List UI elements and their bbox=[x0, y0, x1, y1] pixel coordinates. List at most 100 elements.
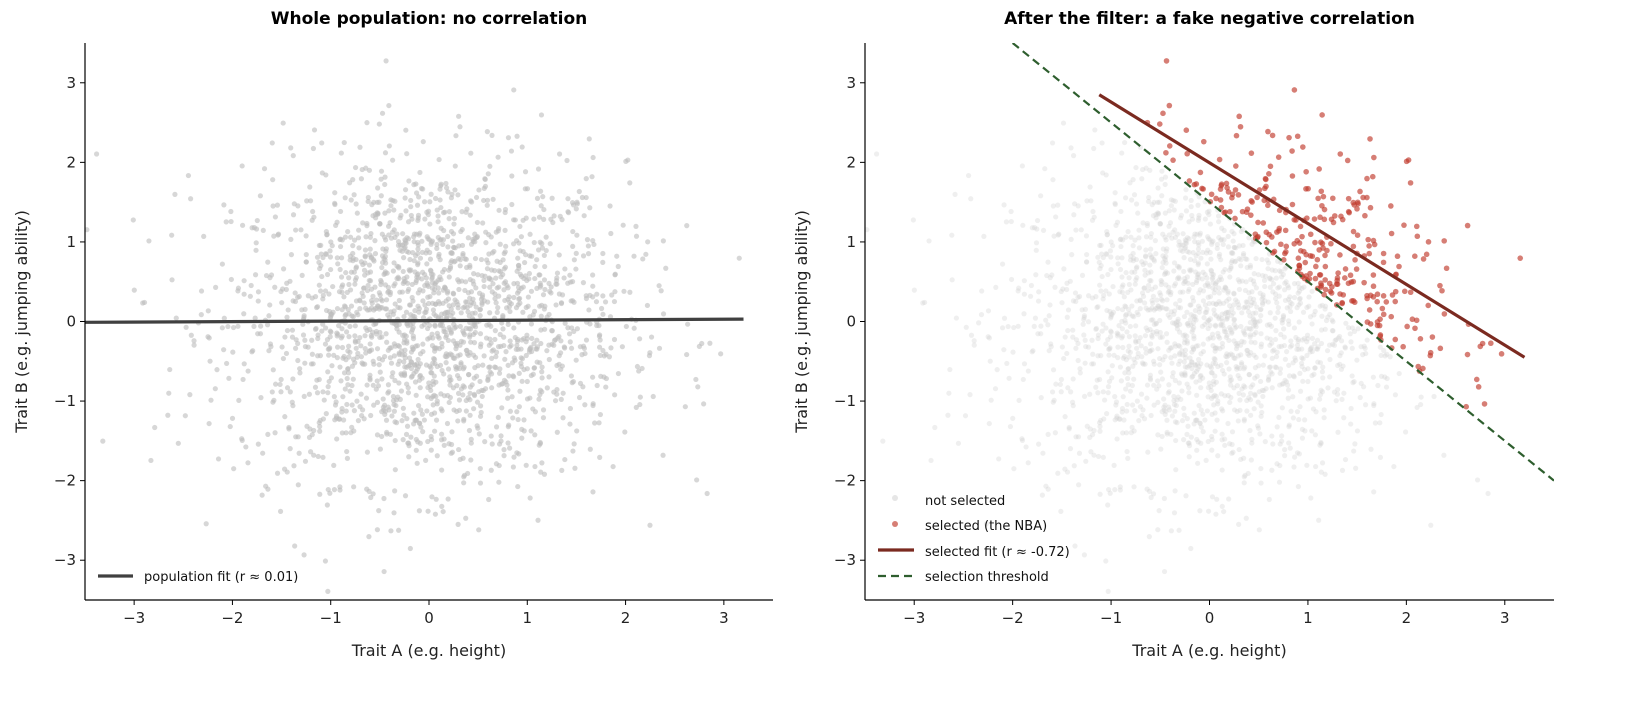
data-point bbox=[272, 214, 278, 220]
data-point bbox=[400, 405, 406, 411]
data-point bbox=[514, 133, 520, 139]
data-point-selected bbox=[1315, 195, 1321, 202]
data-point-not-selected bbox=[1223, 329, 1229, 335]
data-point-not-selected bbox=[1091, 452, 1097, 458]
data-point bbox=[342, 313, 348, 319]
data-point bbox=[355, 235, 362, 241]
data-point-not-selected bbox=[1173, 402, 1179, 409]
data-point-not-selected bbox=[1252, 319, 1258, 326]
data-point bbox=[534, 257, 540, 263]
data-point-selected bbox=[1473, 376, 1480, 383]
data-point-not-selected bbox=[1226, 352, 1232, 358]
data-point-not-selected bbox=[1184, 364, 1190, 370]
data-point-not-selected bbox=[1205, 438, 1211, 445]
data-point bbox=[289, 334, 296, 340]
data-point-selected bbox=[1278, 241, 1284, 248]
data-point bbox=[241, 361, 247, 367]
data-point bbox=[334, 355, 340, 361]
data-point-not-selected bbox=[1164, 429, 1170, 435]
data-point bbox=[295, 482, 301, 488]
data-point-selected bbox=[1263, 183, 1269, 190]
data-point-not-selected bbox=[1177, 247, 1184, 253]
data-point bbox=[532, 263, 538, 270]
data-point-not-selected bbox=[1258, 480, 1264, 486]
data-point-not-selected bbox=[1070, 298, 1077, 304]
data-point-not-selected bbox=[1172, 234, 1179, 240]
data-point-not-selected bbox=[1148, 494, 1154, 501]
data-point-not-selected bbox=[978, 312, 985, 318]
data-point-not-selected bbox=[1241, 366, 1247, 372]
data-point-not-selected bbox=[1030, 348, 1036, 354]
data-point-not-selected bbox=[1182, 347, 1189, 353]
data-point-not-selected bbox=[1252, 365, 1258, 371]
data-point-not-selected bbox=[1286, 373, 1293, 379]
data-point bbox=[521, 275, 527, 282]
data-point-not-selected bbox=[1123, 320, 1129, 326]
data-point bbox=[175, 440, 181, 446]
data-point-not-selected bbox=[1159, 433, 1165, 440]
data-point-not-selected bbox=[1209, 447, 1215, 453]
data-point-not-selected bbox=[1087, 184, 1093, 190]
data-point bbox=[466, 326, 472, 332]
data-point bbox=[339, 255, 345, 261]
data-point-not-selected bbox=[1176, 238, 1182, 245]
data-point-not-selected bbox=[1035, 298, 1042, 304]
data-point-not-selected bbox=[1194, 447, 1200, 453]
data-point bbox=[570, 448, 576, 454]
data-point-not-selected bbox=[1267, 364, 1274, 370]
data-point bbox=[515, 263, 522, 269]
data-point-not-selected bbox=[1100, 454, 1106, 460]
data-point-not-selected bbox=[1244, 347, 1251, 353]
data-point bbox=[374, 399, 381, 406]
data-point-not-selected bbox=[1352, 441, 1358, 447]
data-point bbox=[414, 202, 421, 208]
data-point-not-selected bbox=[1327, 311, 1333, 318]
y-tick-label: 3 bbox=[66, 74, 76, 92]
data-point-selected bbox=[1357, 188, 1363, 195]
data-point-not-selected bbox=[1384, 351, 1390, 357]
data-point-not-selected bbox=[1299, 426, 1305, 432]
data-point-not-selected bbox=[1098, 353, 1104, 359]
data-point-not-selected bbox=[1067, 278, 1073, 284]
data-point-selected bbox=[1464, 222, 1471, 229]
data-point bbox=[349, 424, 355, 430]
data-point-not-selected bbox=[1174, 323, 1180, 329]
data-point bbox=[435, 213, 441, 219]
data-point bbox=[448, 259, 454, 266]
data-point-selected bbox=[1297, 223, 1304, 230]
data-point-not-selected bbox=[1260, 292, 1266, 298]
data-point bbox=[481, 197, 487, 204]
data-point-not-selected bbox=[1237, 365, 1243, 372]
data-point bbox=[512, 334, 518, 341]
data-point-not-selected bbox=[1033, 240, 1040, 246]
data-point-not-selected bbox=[1157, 355, 1163, 362]
data-point bbox=[429, 494, 435, 500]
data-point-not-selected bbox=[1247, 264, 1254, 270]
data-point-not-selected bbox=[1103, 558, 1109, 564]
data-point-not-selected bbox=[1227, 327, 1234, 333]
data-point bbox=[270, 367, 276, 373]
data-point-not-selected bbox=[1166, 407, 1173, 413]
data-point-not-selected bbox=[1151, 258, 1158, 264]
data-point-not-selected bbox=[1157, 334, 1163, 341]
data-point bbox=[403, 333, 409, 339]
data-point bbox=[317, 288, 324, 294]
data-point bbox=[515, 483, 521, 490]
data-point-not-selected bbox=[1209, 276, 1215, 282]
data-point-selected bbox=[1237, 123, 1244, 130]
data-point-not-selected bbox=[1112, 487, 1118, 493]
data-point bbox=[447, 382, 453, 388]
data-point-not-selected bbox=[1241, 480, 1247, 486]
data-point-not-selected bbox=[1224, 351, 1230, 357]
data-point bbox=[392, 377, 398, 384]
data-point-not-selected bbox=[1038, 193, 1044, 199]
data-point bbox=[386, 232, 392, 238]
data-point-not-selected bbox=[1108, 254, 1114, 260]
data-point bbox=[573, 357, 579, 363]
data-point-not-selected bbox=[1309, 321, 1315, 327]
data-point bbox=[590, 374, 596, 380]
data-point bbox=[428, 437, 435, 443]
data-point-not-selected bbox=[1257, 318, 1263, 324]
data-point bbox=[428, 268, 434, 274]
